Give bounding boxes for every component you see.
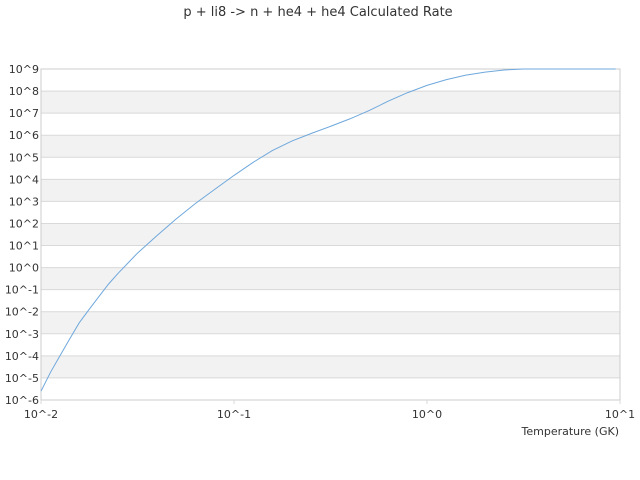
background-band <box>41 355 620 378</box>
series-group <box>40 68 616 392</box>
plot-frame <box>40 68 621 401</box>
x-tick-label: 10^-2 <box>24 408 58 421</box>
y-tick-label: 10^0 <box>9 262 39 275</box>
y-tick-label: 10^7 <box>9 107 39 120</box>
background-bands <box>41 91 620 378</box>
y-tick-label: 10^2 <box>9 217 39 230</box>
y-axis-ticks: 10^-6 10^-5 10^-4 10^-3 10^-2 10^-1 10^0 10^1 10… <box>5 63 39 407</box>
gridlines <box>41 68 620 401</box>
y-tick-label: 10^6 <box>9 129 39 142</box>
background-band <box>41 91 620 114</box>
y-tick-label: 10^4 <box>9 173 39 186</box>
y-tick-label: 10^8 <box>9 85 39 98</box>
series-line <box>40 68 616 392</box>
background-band <box>41 135 620 158</box>
x-tick-label: 10^1 <box>605 408 635 421</box>
y-tick-label: 10^-5 <box>5 372 39 385</box>
x-tick-label: 10^-1 <box>217 408 251 421</box>
y-tick-label: 10^5 <box>9 151 39 164</box>
y-tick-label: 10^-3 <box>5 328 39 341</box>
y-tick-label: 10^-4 <box>5 350 39 363</box>
background-band <box>41 267 620 290</box>
background-band <box>41 179 620 202</box>
y-tick-label: 10^-1 <box>5 284 39 297</box>
y-tick-label: 10^1 <box>9 240 39 253</box>
x-axis-ticks: 10^-2 10^-1 10^0 10^1 <box>24 400 635 421</box>
background-band <box>41 223 620 246</box>
y-tick-label: 10^-2 <box>5 306 39 319</box>
x-axis-label: Temperature (GK) <box>521 425 620 438</box>
y-tick-label: 10^3 <box>9 195 39 208</box>
y-tick-label: 10^9 <box>9 63 39 76</box>
y-tick-label: 10^-6 <box>5 394 39 407</box>
chart-title: p + li8 -> n + he4 + he4 Calculated Rate <box>183 5 452 20</box>
x-tick-label: 10^0 <box>412 408 442 421</box>
background-band <box>41 311 620 334</box>
